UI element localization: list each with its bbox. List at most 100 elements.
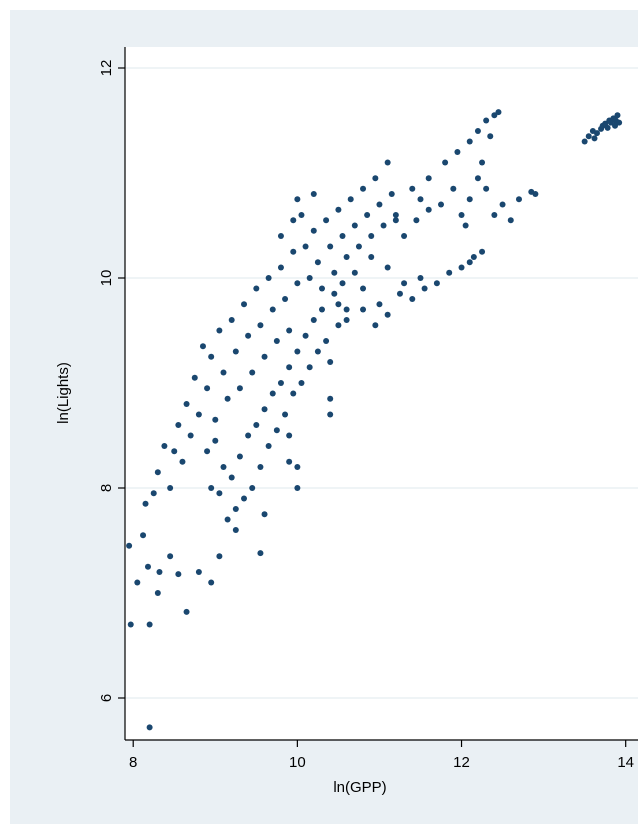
scatter-point	[413, 217, 420, 224]
scatter-point	[495, 109, 502, 116]
y-axis-ticks: 6 8 10 12	[98, 60, 125, 702]
scatter-point	[298, 380, 305, 386]
scatter-point	[257, 322, 264, 329]
scatter-point	[528, 188, 535, 195]
scatter-point	[253, 422, 260, 428]
scatter-point	[306, 275, 313, 281]
scatter-point	[127, 621, 134, 628]
scatter-point	[417, 196, 424, 203]
scatter-point	[360, 185, 367, 192]
scatter-point	[376, 301, 383, 308]
scatter-point	[154, 590, 161, 596]
scatter-point	[417, 275, 424, 281]
scatter-point	[216, 553, 223, 560]
scatter-point	[384, 264, 391, 271]
scatter-point	[146, 621, 153, 628]
scatter-point	[282, 411, 289, 418]
y-tick-label: 8	[98, 484, 115, 492]
scatter-point	[614, 112, 621, 119]
scatter-point	[228, 474, 235, 481]
scatter-point	[604, 124, 611, 131]
scatter-point	[310, 227, 317, 234]
scatter-point	[191, 374, 198, 381]
scatter-point	[199, 343, 206, 350]
scatter-point	[458, 264, 465, 271]
scatter-point	[290, 248, 297, 255]
scatter-point	[327, 395, 334, 402]
scatter-point	[327, 243, 334, 250]
scatter-point	[335, 322, 342, 329]
scatter-point	[220, 369, 227, 376]
scatter-point	[491, 112, 498, 119]
scatter-point	[376, 201, 383, 208]
scatter-point	[265, 443, 272, 449]
scatter-point	[294, 348, 301, 355]
scatter-point	[286, 458, 293, 465]
scatter-point	[314, 259, 321, 266]
scatter-point	[310, 317, 317, 323]
scatter-point	[236, 453, 243, 460]
scatter-point	[134, 579, 141, 586]
scatter-point	[462, 222, 469, 229]
scatter-point	[249, 485, 256, 491]
scatter-point	[392, 217, 399, 224]
scatter-point	[396, 290, 403, 297]
scatter-point	[343, 317, 350, 323]
scatter-point	[286, 432, 293, 439]
scatter-point	[323, 338, 330, 344]
scatter-point	[161, 443, 168, 449]
x-tick-label: 8	[129, 754, 137, 771]
scatter-point	[487, 133, 494, 140]
scatter-point	[483, 117, 490, 124]
y-tick-label: 10	[98, 270, 115, 287]
scatter-point	[302, 332, 309, 339]
scatter-point	[265, 275, 272, 281]
scatter-point	[232, 506, 239, 512]
scatter-point	[241, 301, 248, 308]
scatter-point	[491, 212, 498, 218]
scatter-point	[454, 149, 461, 155]
scatter-point	[470, 254, 477, 260]
scatter-point	[479, 159, 486, 166]
scatter-point	[355, 243, 362, 250]
scatter-point	[331, 269, 338, 276]
scatter-point	[245, 332, 252, 339]
scatter-point	[507, 217, 514, 224]
scatter-point	[339, 280, 346, 287]
scatter-point	[433, 280, 440, 287]
scatter-points	[126, 109, 623, 731]
scatter-point	[204, 448, 211, 455]
x-tick-label: 10	[289, 754, 306, 771]
scatter-point	[306, 364, 313, 371]
scatter-point	[421, 285, 428, 292]
x-tick-label: 12	[453, 754, 470, 771]
scatter-point	[261, 353, 268, 360]
scatter-point	[591, 135, 598, 142]
scatter-point	[216, 327, 223, 334]
scatter-point	[327, 411, 334, 418]
plot-area	[125, 47, 638, 740]
x-tick-label: 14	[617, 754, 634, 771]
scatter-point	[593, 130, 600, 137]
scatter-point	[442, 159, 449, 166]
scatter-point	[298, 212, 305, 218]
scatter-point	[343, 254, 350, 260]
y-tick-label: 6	[98, 694, 115, 702]
scatter-point	[401, 233, 408, 239]
scatter-point	[154, 469, 161, 476]
scatter-point	[474, 175, 481, 182]
scatter-point	[450, 185, 457, 192]
scatter-point	[232, 348, 239, 355]
scatter-point	[351, 222, 358, 229]
scatter-point	[140, 532, 147, 539]
scatter-point	[380, 222, 387, 229]
scatter-point	[515, 196, 522, 203]
scatter-point	[335, 301, 342, 308]
scatter-point	[612, 122, 619, 129]
scatter-point	[187, 432, 194, 439]
scatter-point	[392, 212, 399, 218]
scatter-point	[156, 569, 163, 575]
scatter-point	[277, 380, 284, 386]
scatter-point	[257, 550, 264, 557]
